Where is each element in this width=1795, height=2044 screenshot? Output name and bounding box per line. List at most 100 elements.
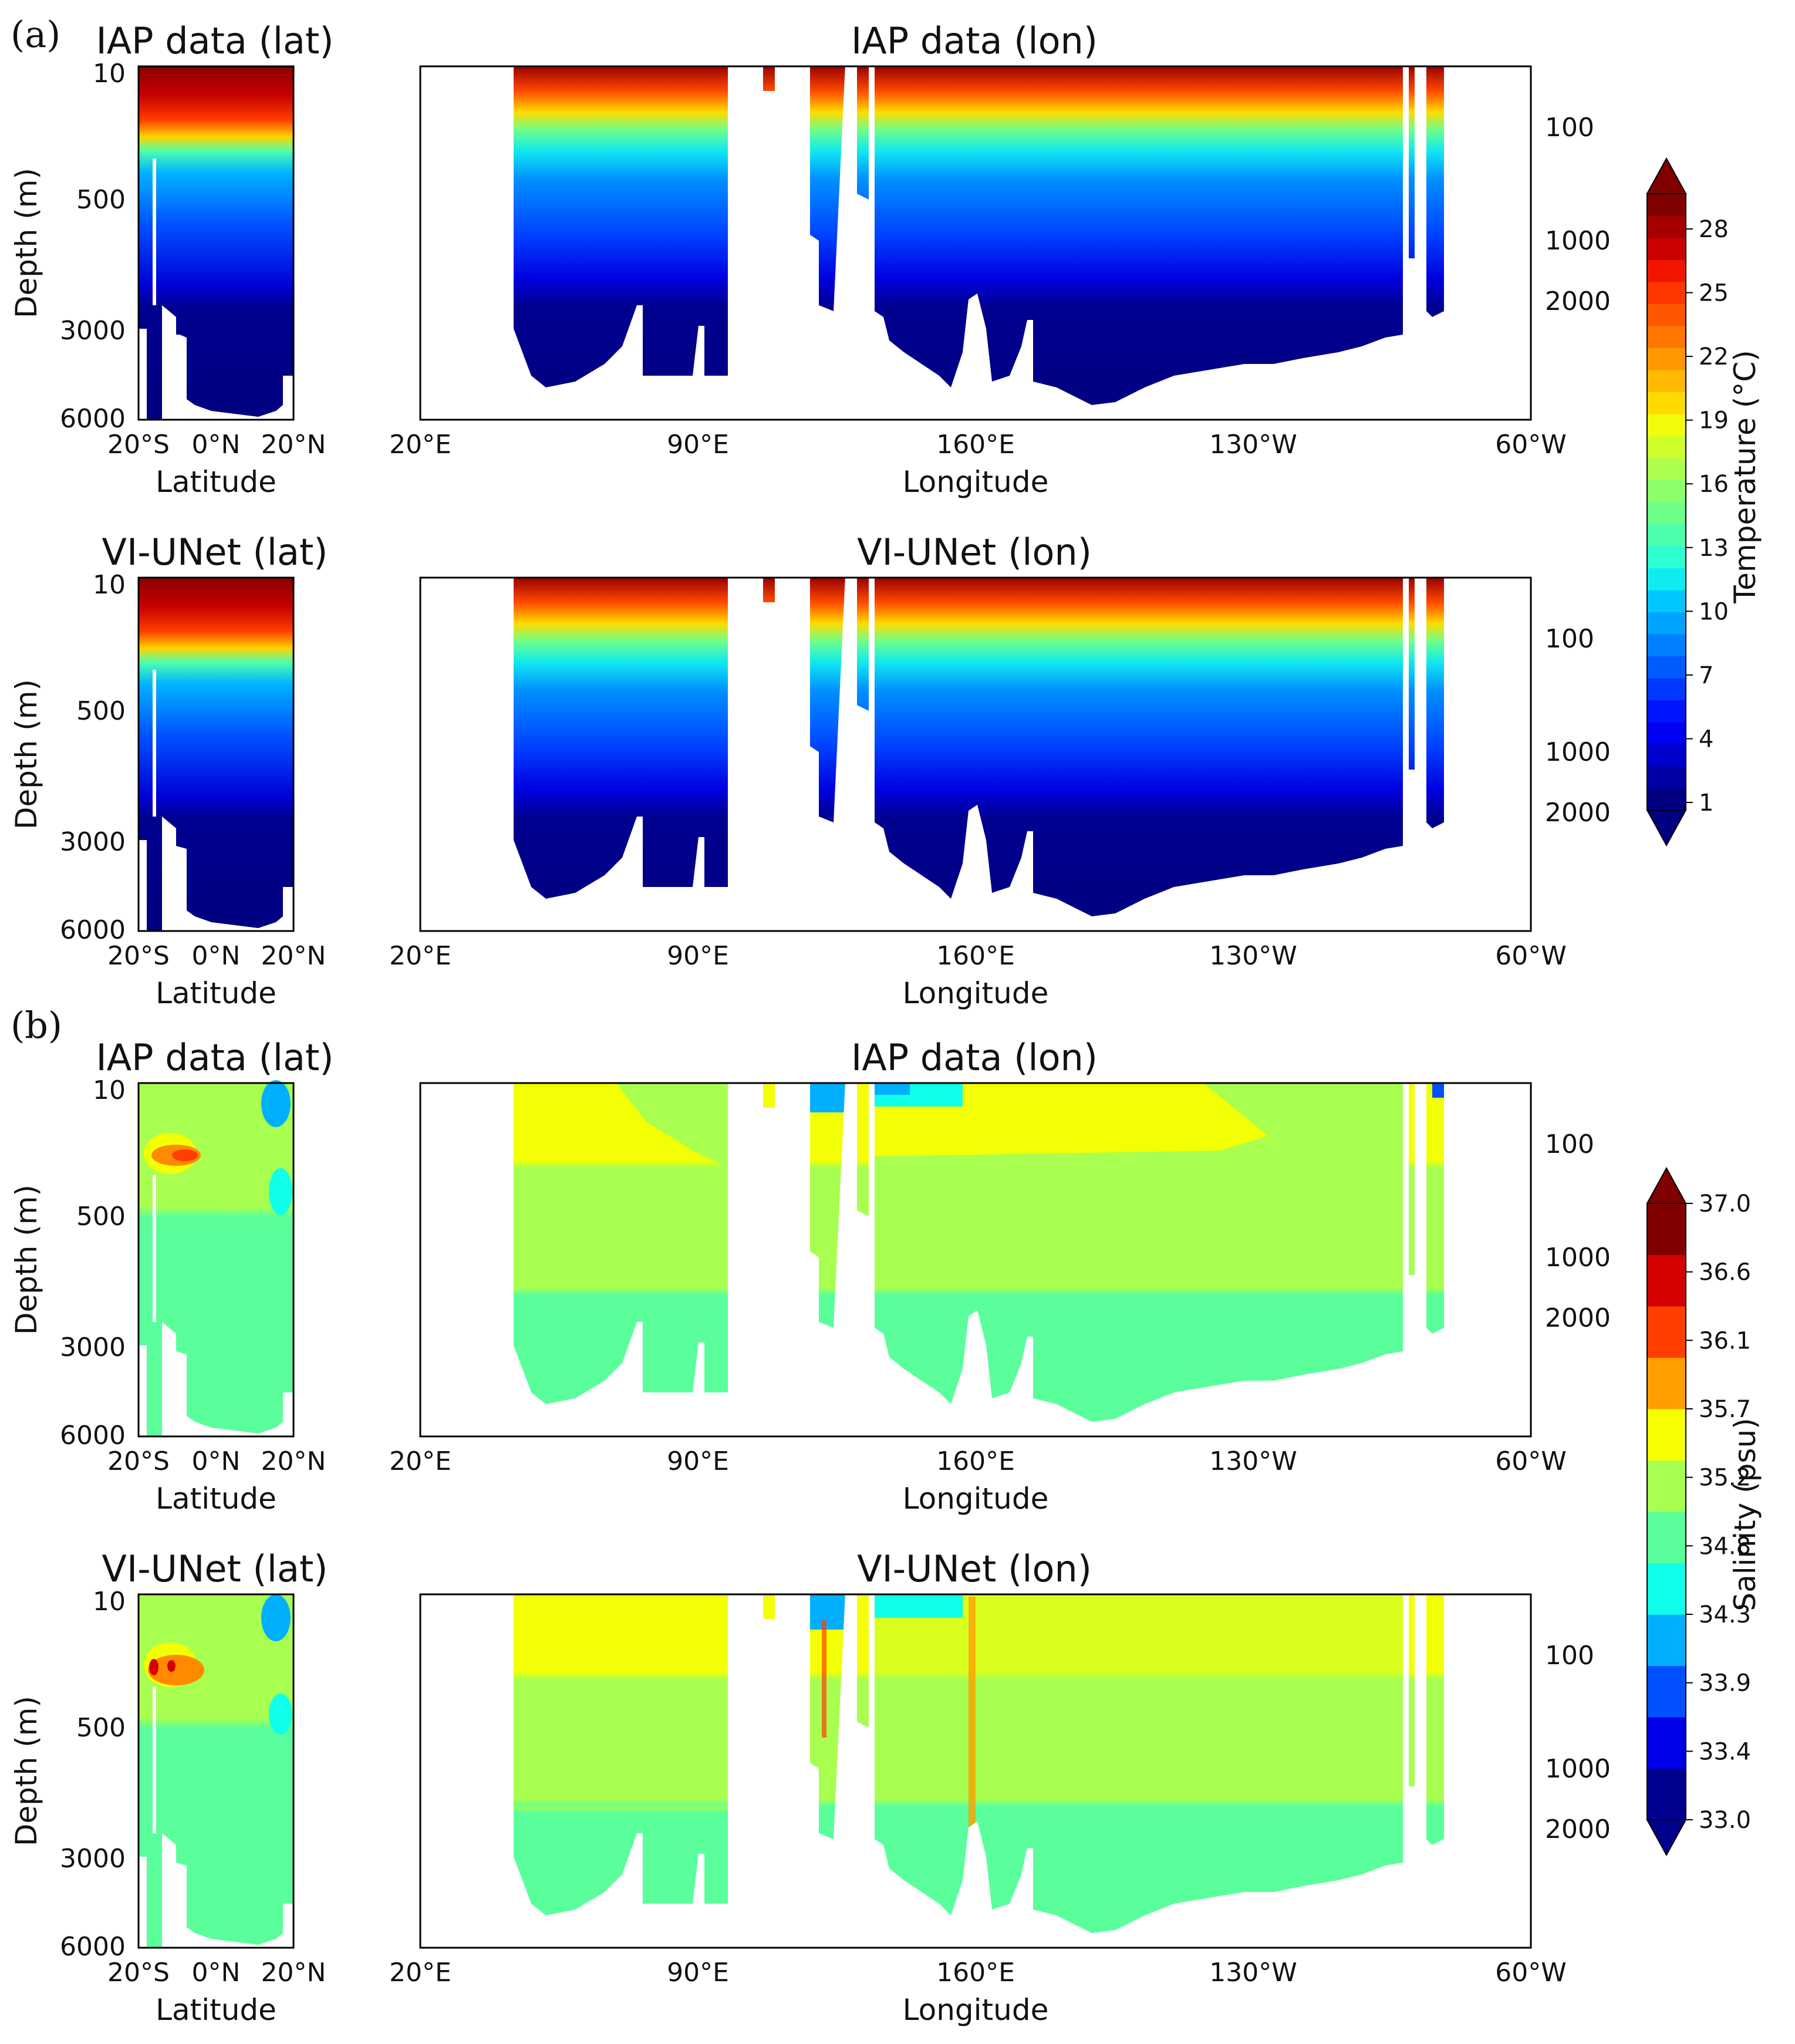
colorbar-tick: 34.3 xyxy=(1699,1601,1751,1628)
frame xyxy=(419,1082,1532,1438)
land-mask xyxy=(139,1175,293,1436)
xtick: 90°E xyxy=(667,1958,729,1988)
salinity-patch xyxy=(616,1083,728,1168)
colorbar-tick: 35.7 xyxy=(1699,1396,1751,1423)
ytick: 10 xyxy=(93,1075,126,1105)
colorbar-segment xyxy=(1647,414,1686,437)
xtick: 20°E xyxy=(389,941,451,971)
xlabel: Longitude xyxy=(903,1482,1049,1516)
colorbar-tick: 16 xyxy=(1699,471,1729,498)
colorbar-segment xyxy=(1647,326,1686,349)
xtick: 60°W xyxy=(1495,430,1567,460)
frame xyxy=(137,1082,295,1438)
colorbar-segment xyxy=(1647,436,1686,458)
salinity-patch xyxy=(148,1655,204,1685)
land-mask xyxy=(420,1587,1531,1948)
salinity-patch xyxy=(167,1660,176,1672)
plot-temp-iap-lon xyxy=(419,59,1532,421)
colorbar-segment xyxy=(1647,656,1686,679)
plot-sal-vi-lat xyxy=(137,1593,295,1949)
xtick: 60°W xyxy=(1495,941,1567,971)
colorbar-segment xyxy=(1647,238,1686,261)
colorbar-segment xyxy=(1647,215,1686,238)
salinity-patch xyxy=(149,1659,158,1675)
land-mask xyxy=(139,158,293,420)
colorbar-segment xyxy=(1647,370,1686,393)
xtick: 160°E xyxy=(936,430,1015,460)
colorbar-segment xyxy=(1647,194,1686,217)
colorbar-segment xyxy=(1647,1512,1686,1564)
ytick: 3000 xyxy=(60,827,126,857)
xtick: 90°E xyxy=(667,941,729,971)
land-mask xyxy=(420,1075,1531,1436)
ylabel: Depth (m) xyxy=(9,1696,43,1846)
colorbar-segment xyxy=(1647,1563,1686,1615)
xtick: 130°W xyxy=(1209,1958,1297,1988)
xtick: 20°S xyxy=(107,941,170,971)
ytick: 3000 xyxy=(60,1844,126,1874)
plot-temp-vi-lat xyxy=(137,576,295,932)
colorbar-frame xyxy=(1646,1203,1686,1820)
salinity-patch xyxy=(514,1805,728,1811)
title-temp-vi-lon: VI-UNet (lon) xyxy=(857,531,1092,574)
colorbar-segment xyxy=(1647,502,1686,525)
xlabel: Latitude xyxy=(156,1993,276,2027)
right-ytick: 100 xyxy=(1545,113,1594,143)
colorbar-tick: 7 xyxy=(1699,662,1713,689)
colorbar-segment xyxy=(1647,1717,1686,1769)
colorbar-tick: 28 xyxy=(1699,216,1729,243)
colorbar-temperature: 28 25 22 19 16 13 10 7 4 1 xyxy=(1646,157,1729,847)
colorbar-segment xyxy=(1647,1460,1686,1512)
right-ytick: 1000 xyxy=(1545,226,1611,256)
xtick: 0°N xyxy=(192,1446,241,1476)
xlabel: Longitude xyxy=(903,976,1049,1010)
colorbar-extend-min-icon xyxy=(1646,1819,1687,1857)
right-ytick: 2000 xyxy=(1545,798,1611,828)
salinity-patch xyxy=(810,1594,845,1630)
colorbar-tick: 36.1 xyxy=(1699,1327,1751,1354)
colorbar-segment xyxy=(1647,282,1686,305)
xlabel: Latitude xyxy=(156,465,276,499)
ytick: 500 xyxy=(76,1713,126,1743)
colorbar-tick: 33.0 xyxy=(1699,1807,1751,1834)
plot-sal-iap-lon xyxy=(419,1075,1532,1438)
xtick: 90°E xyxy=(667,430,729,460)
axes-row-1: 10 500 3000 6000 Depth (m) 20°S 0°N 20°N… xyxy=(9,59,1611,499)
colorbar-tick: 33.4 xyxy=(1699,1738,1751,1765)
colorbar-tick: 19 xyxy=(1699,407,1729,434)
colorbar-temperature-label: Temperature (°C) xyxy=(1728,350,1762,604)
colorbar-segment xyxy=(1647,678,1686,701)
colorbar-extend-max-icon xyxy=(1646,157,1687,194)
title-temp-iap-lat: IAP data (lat) xyxy=(96,19,333,62)
right-ytick: 100 xyxy=(1545,1641,1594,1671)
colorbar-segment xyxy=(1647,788,1686,811)
ytick: 6000 xyxy=(60,404,126,434)
colorbar-tick: 34.8 xyxy=(1699,1533,1751,1560)
ylabel: Depth (m) xyxy=(9,679,43,829)
colorbar-tick: 4 xyxy=(1699,726,1713,753)
colorbar-segment xyxy=(1647,524,1686,547)
salinity-patch xyxy=(172,1149,198,1161)
xtick: 0°N xyxy=(192,430,241,460)
salinity-patch xyxy=(261,1594,291,1641)
colorbar-segment xyxy=(1647,744,1686,767)
colorbar-extend-max-icon xyxy=(1646,1166,1687,1204)
colorbar-segment xyxy=(1647,700,1686,723)
frame xyxy=(419,65,1532,421)
salinity-patch xyxy=(1432,1083,1444,1098)
right-ytick: 2000 xyxy=(1545,1303,1611,1333)
colorbar-tick: 10 xyxy=(1699,598,1729,625)
xtick: 0°N xyxy=(192,1958,241,1988)
ytick: 6000 xyxy=(60,1421,126,1451)
right-ytick: 2000 xyxy=(1545,286,1611,316)
right-ytick: 1000 xyxy=(1545,737,1611,767)
colorbar-segment xyxy=(1647,766,1686,789)
frame xyxy=(419,576,1532,932)
land-mask xyxy=(139,1687,293,1948)
plot-temp-iap-lat xyxy=(137,65,295,421)
xtick: 20°N xyxy=(261,430,326,460)
xtick: 20°S xyxy=(107,430,170,460)
right-ytick: 2000 xyxy=(1545,1814,1611,1844)
xtick: 130°W xyxy=(1209,941,1297,971)
colorbar-segment xyxy=(1647,546,1686,569)
